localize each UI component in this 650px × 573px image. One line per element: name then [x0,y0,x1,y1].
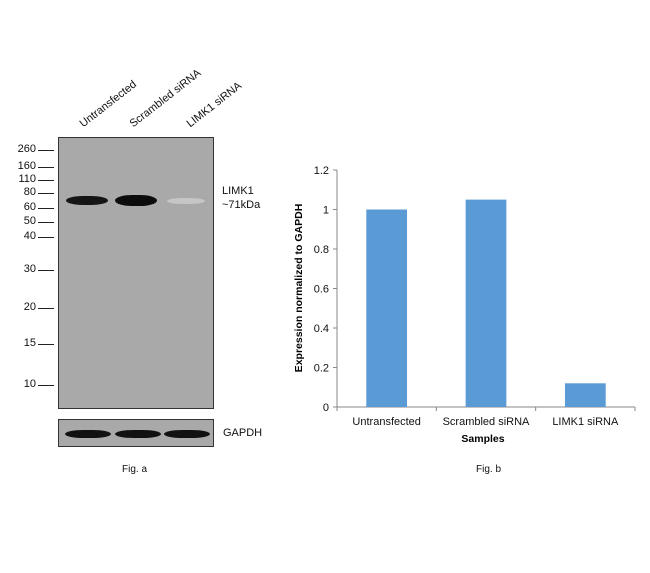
band-limk1-limk1-sirna [167,198,205,204]
x-tick-label: Scrambled siRNA [443,416,530,428]
x-tick-label: Untransfected [352,416,420,428]
mw-tick [38,167,54,168]
mw-marker-80: 80 [23,186,36,198]
band-limk1-scrambled-sirna [115,195,157,206]
mw-marker-260: 260 [17,143,36,155]
mw-tick [38,385,54,386]
mw-marker-50: 50 [23,215,36,227]
mw-tick [38,270,54,271]
mw-marker-10: 10 [23,378,36,390]
bar-scrambled-sirna [465,199,507,407]
mw-tick [38,208,54,209]
gapdh-label: GAPDH [223,427,263,439]
mw-marker-15: 15 [23,337,36,349]
fig-a-caption: Fig. a [122,464,148,475]
y-tick-label: 0.4 [314,323,329,335]
mw-tick [38,308,54,309]
fig-b-caption: Fig. b [476,464,502,475]
band-limk1-untransfected [66,196,108,205]
mw-marker-40: 40 [23,230,36,242]
blot-membrane-main [58,137,214,409]
lane-label-limk1-sirna: LIMK1 siRNA [184,79,245,130]
y-tick-label: 1 [323,205,329,217]
target-size-label: ~71kDa [222,199,261,211]
mw-tick [38,237,54,238]
bar-series [366,199,606,407]
mw-marker-20: 20 [23,301,36,313]
mw-tick [38,193,54,194]
target-label: LIMK1 [222,185,254,197]
y-tick-label: 0 [323,402,329,414]
y-tick-label: 0.8 [314,244,329,256]
bar-limk1-sirna [564,383,606,407]
x-axis: Untransfected Scrambled siRNA LIMK1 siRNA [336,406,636,428]
mw-tick [38,150,54,151]
x-axis-title: Samples [461,433,504,445]
mw-tick [38,344,54,345]
band-gapdh-scrambled-sirna [115,430,161,438]
bar-untransfected [366,209,408,407]
mw-marker-30: 30 [23,263,36,275]
mw-marker-60: 60 [23,201,36,213]
y-tick-label: 0.6 [314,284,329,296]
mw-marker-160: 160 [17,160,36,172]
mw-tick [38,222,54,223]
y-axis: 0 0.2 0.4 0.6 0.8 1 1.2 [314,165,338,414]
blot-membrane-gapdh [58,419,214,447]
band-gapdh-untransfected [65,430,111,438]
mw-marker-110: 110 [18,173,36,185]
band-gapdh-limk1-sirna [164,430,210,438]
mw-tick [38,180,54,181]
y-axis-title: Expression normalized to GAPDH [293,204,305,373]
y-tick-label: 0.2 [314,363,329,375]
x-tick-label: LIMK1 siRNA [552,416,619,428]
y-tick-label: 1.2 [314,165,329,177]
bar-chart: 0 0.2 0.4 0.6 0.8 1 1.2 Untransfected Scrambled… [293,165,636,445]
